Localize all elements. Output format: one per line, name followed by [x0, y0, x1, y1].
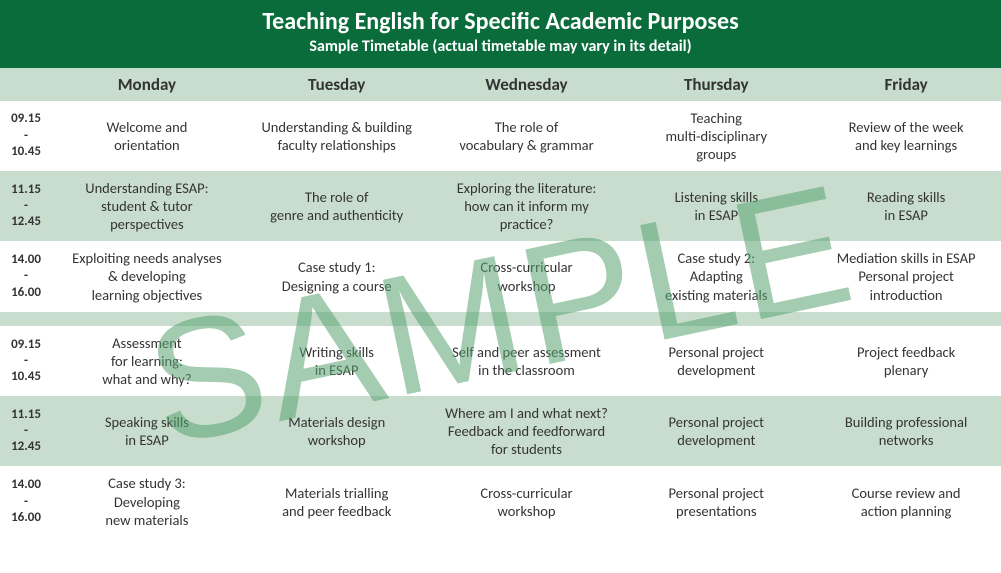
day-header: Monday	[52, 68, 242, 101]
time-label: 14.00-16.00	[0, 241, 52, 311]
day-header: Thursday	[621, 68, 811, 101]
session-cell: Assessmentfor learning:what and why?	[52, 326, 242, 396]
table-row: 11.15-12.45 Understanding ESAP:student &…	[0, 171, 1001, 241]
time-label: 14.00-16.00	[0, 466, 52, 536]
table-row: 14.00-16.00 Exploiting needs analyses& d…	[0, 241, 1001, 311]
session-cell: Project feedbackplenary	[811, 326, 1001, 396]
session-cell: Building professionalnetworks	[811, 396, 1001, 466]
session-cell: Welcome andorientation	[52, 101, 242, 171]
time-label: 11.15-12.45	[0, 171, 52, 241]
timetable-header: Teaching English for Specific Academic P…	[0, 0, 1001, 68]
timetable: Monday Tuesday Wednesday Thursday Friday…	[0, 68, 1001, 537]
session-cell: Review of the weekand key learnings	[811, 101, 1001, 171]
session-cell: Teachingmulti-disciplinarygroups	[621, 101, 811, 171]
corner-cell	[0, 68, 52, 101]
session-cell: Case study 1:Designing a course	[242, 241, 432, 311]
session-cell: Writing skillsin ESAP	[242, 326, 432, 396]
time-label: 11.15-12.45	[0, 396, 52, 466]
session-cell: Case study 3:Developingnew materials	[52, 466, 242, 536]
table-row: 14.00-16.00 Case study 3:Developingnew m…	[0, 466, 1001, 536]
time-label: 09.15-10.45	[0, 326, 52, 396]
session-cell: Exploring the literature:how can it info…	[432, 171, 622, 241]
session-cell: Personal projectpresentations	[621, 466, 811, 536]
week-gap	[0, 312, 1001, 326]
session-cell: Case study 2:Adaptingexisting materials	[621, 241, 811, 311]
session-cell: The role ofgenre and authenticity	[242, 171, 432, 241]
session-cell: Understanding ESAP:student & tutorperspe…	[52, 171, 242, 241]
session-cell: Reading skillsin ESAP	[811, 171, 1001, 241]
session-cell: Self and peer assessmentin the classroom	[432, 326, 622, 396]
session-cell: Materials designworkshop	[242, 396, 432, 466]
day-header: Friday	[811, 68, 1001, 101]
session-cell: Mediation skills in ESAPPersonal project…	[811, 241, 1001, 311]
days-header-row: Monday Tuesday Wednesday Thursday Friday	[0, 68, 1001, 101]
session-cell: Course review andaction planning	[811, 466, 1001, 536]
table-row: 11.15-12.45 Speaking skillsin ESAP Mater…	[0, 396, 1001, 466]
table-row: 09.15-10.45 Welcome andorientation Under…	[0, 101, 1001, 171]
session-cell: Where am I and what next?Feedback and fe…	[432, 396, 622, 466]
session-cell: Exploiting needs analyses& developinglea…	[52, 241, 242, 311]
day-header: Wednesday	[432, 68, 622, 101]
session-cell: The role ofvocabulary & grammar	[432, 101, 622, 171]
session-cell: Understanding & buildingfaculty relation…	[242, 101, 432, 171]
session-cell: Speaking skillsin ESAP	[52, 396, 242, 466]
page-title: Teaching English for Specific Academic P…	[0, 8, 1001, 37]
table-row: 09.15-10.45 Assessmentfor learning:what …	[0, 326, 1001, 396]
time-label: 09.15-10.45	[0, 101, 52, 171]
session-cell: Personal projectdevelopment	[621, 396, 811, 466]
session-cell: Materials triallingand peer feedback	[242, 466, 432, 536]
session-cell: Listening skillsin ESAP	[621, 171, 811, 241]
session-cell: Personal projectdevelopment	[621, 326, 811, 396]
day-header: Tuesday	[242, 68, 432, 101]
session-cell: Cross-curricularworkshop	[432, 241, 622, 311]
session-cell: Cross-curricularworkshop	[432, 466, 622, 536]
page-subtitle: Sample Timetable (actual timetable may v…	[0, 37, 1001, 58]
